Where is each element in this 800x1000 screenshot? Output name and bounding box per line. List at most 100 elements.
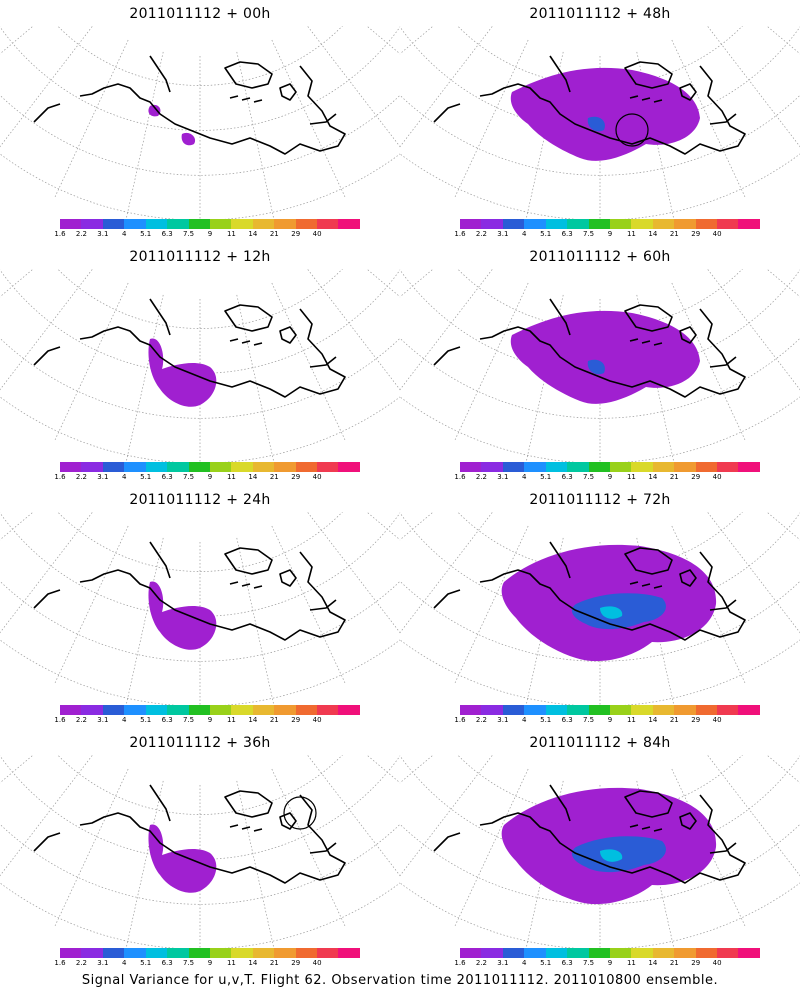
colorbar-swatch xyxy=(545,948,568,958)
colorbar-swatch xyxy=(124,705,146,715)
colorbar-tick-label: 4 xyxy=(522,230,527,238)
colorbar-tick-label: 14 xyxy=(248,716,258,724)
colorbar-swatch xyxy=(295,705,318,715)
colorbar-tick-label: 6.3 xyxy=(161,959,173,967)
colorbar-tick-label: 21 xyxy=(269,716,279,724)
colorbar-swatch xyxy=(502,948,525,958)
map-panel: 2011011112 + 84h 1.6 2.2 3.1 4 5.1 6.3 7.5 9 11 14… xyxy=(400,729,800,975)
colorbar-tick-label: 11 xyxy=(226,959,236,967)
panel-title: 2011011112 + 36h xyxy=(129,735,271,751)
colorbar: 1.6 2.2 3.1 4 5.1 6.3 7.5 9 11 14 21 29 40 xyxy=(0,705,400,731)
colorbar-swatch xyxy=(588,948,610,958)
colorbar-tick-label: 3.1 xyxy=(497,716,509,724)
colorbar-tick-label: 14 xyxy=(648,230,658,238)
colorbar-tick-label: 4 xyxy=(122,716,127,724)
colorbar-swatch xyxy=(209,462,232,472)
colorbar-swatch xyxy=(524,462,546,472)
colorbar-tick-label: 14 xyxy=(248,473,258,481)
polar-stereographic-map xyxy=(400,755,800,950)
colorbar-tick-label: 2.2 xyxy=(475,473,487,481)
colorbar-swatch xyxy=(317,462,339,472)
colorbar-tick-label: 7.5 xyxy=(182,230,195,238)
colorbar-swatch xyxy=(738,705,760,715)
colorbar-swatch xyxy=(167,705,189,715)
variance-shading xyxy=(510,67,700,161)
panel-title: 2011011112 + 24h xyxy=(129,492,271,508)
colorbar-swatch xyxy=(188,705,210,715)
colorbar-swatch xyxy=(674,462,696,472)
coastline xyxy=(433,298,746,398)
colorbar-tick-label: 11 xyxy=(226,473,236,481)
colorbar-swatch xyxy=(481,705,503,715)
colorbar-swatch xyxy=(588,705,610,715)
panel-title: 2011011112 + 60h xyxy=(529,249,671,265)
colorbar-swatch xyxy=(502,462,525,472)
colorbar-tick-label: 5.1 xyxy=(140,473,152,481)
colorbar-tick-label: 40 xyxy=(312,473,322,481)
colorbar-tick-label: 11 xyxy=(626,230,636,238)
colorbar-tick-label: 7.5 xyxy=(182,716,195,724)
colorbar-swatch xyxy=(631,219,653,229)
variance-shading xyxy=(501,787,717,905)
colorbar-swatch xyxy=(167,462,189,472)
colorbar-swatch xyxy=(545,219,568,229)
colorbar-swatch xyxy=(460,219,482,229)
colorbar-swatch xyxy=(252,705,275,715)
colorbar-swatch xyxy=(60,705,82,715)
colorbar-swatch xyxy=(609,705,632,715)
colorbar-tick-label: 9 xyxy=(607,716,613,724)
colorbar-swatch xyxy=(695,462,718,472)
colorbar-swatch xyxy=(652,219,675,229)
colorbar-swatch xyxy=(738,462,760,472)
colorbar-tick-label: 3.1 xyxy=(97,230,109,238)
colorbar: 1.6 2.2 3.1 4 5.1 6.3 7.5 9 11 14 21 29 40 xyxy=(400,462,800,488)
colorbar-tick-label: 11 xyxy=(226,716,236,724)
colorbar-tick-label: 5.1 xyxy=(140,716,152,724)
colorbar-tick-label: 9 xyxy=(207,230,213,238)
colorbar-swatch xyxy=(481,219,503,229)
colorbar-tick-label: 29 xyxy=(291,716,301,724)
colorbar-swatch xyxy=(524,948,546,958)
colorbar-swatch xyxy=(695,219,718,229)
coastline xyxy=(33,55,346,155)
colorbar-tick-label: 4 xyxy=(122,473,127,481)
colorbar-tick-label: 40 xyxy=(712,716,722,724)
colorbar-tick-label: 4 xyxy=(122,230,127,238)
colorbar-swatch xyxy=(338,219,360,229)
colorbar-swatch xyxy=(102,219,125,229)
colorbar-tick-label: 7.5 xyxy=(582,716,595,724)
colorbar-swatch xyxy=(338,948,360,958)
colorbar-swatch xyxy=(124,219,146,229)
variance-shading xyxy=(510,310,700,404)
coastline xyxy=(33,784,346,884)
colorbar-tick-label: 5.1 xyxy=(540,716,552,724)
colorbar-swatch xyxy=(167,948,189,958)
map-panel: 2011011112 + 60h 1.6 2.2 3.1 4 5.1 6.3 7.5 9 11 14… xyxy=(400,243,800,489)
colorbar-tick-label: 14 xyxy=(248,230,258,238)
colorbar-tick-label: 7.5 xyxy=(582,473,595,481)
colorbar-tick-label: 5.1 xyxy=(540,473,552,481)
colorbar-swatch xyxy=(317,705,339,715)
colorbar-swatch xyxy=(631,948,653,958)
colorbar-swatch xyxy=(252,948,275,958)
colorbar-swatch xyxy=(274,948,296,958)
colorbar-tick-label: 7.5 xyxy=(582,959,595,967)
variance-shading xyxy=(501,544,717,662)
colorbar-swatch xyxy=(81,219,103,229)
panel-title: 2011011112 + 84h xyxy=(529,735,671,751)
coastline xyxy=(33,298,346,398)
colorbar-swatch xyxy=(231,219,253,229)
colorbar-swatch xyxy=(317,219,339,229)
coastline xyxy=(433,784,746,884)
colorbar-swatch xyxy=(674,948,696,958)
colorbar-swatch xyxy=(274,462,296,472)
colorbar-tick-label: 11 xyxy=(226,230,236,238)
polar-stereographic-map xyxy=(0,512,400,707)
colorbar-tick-label: 9 xyxy=(607,230,613,238)
colorbar-tick-label: 21 xyxy=(269,230,279,238)
colorbar: 1.6 2.2 3.1 4 5.1 6.3 7.5 9 11 14 21 29 40 xyxy=(400,705,800,731)
map-panel: 2011011112 + 36h 1.6 2.2 3.1 4 5.1 6.3 7.5 9 11 14… xyxy=(0,729,400,975)
colorbar-tick-label: 3.1 xyxy=(497,230,509,238)
colorbar-tick-label: 21 xyxy=(669,959,679,967)
colorbar-tick-label: 21 xyxy=(269,959,279,967)
